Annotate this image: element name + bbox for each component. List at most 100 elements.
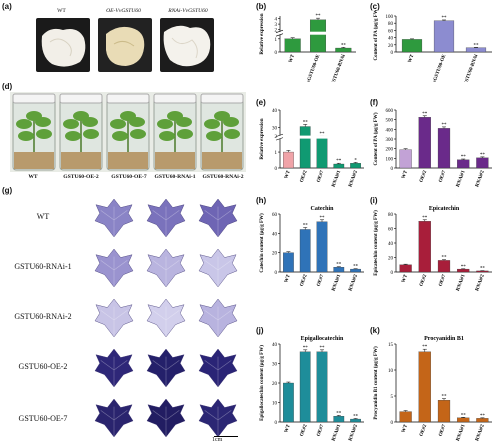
y-axis-label: Relative expression [260,118,265,159]
bar [284,38,301,53]
y-axis-label: Content of PA (μg/g FW) [374,10,379,61]
stained-leaf [94,298,134,338]
plant-leaf [206,131,222,141]
leaf-vein [100,256,128,293]
significance-mark: ** [320,216,326,221]
bar [316,351,328,423]
x-tick-label: RNAi#2 [348,170,359,188]
chart-title: Procyanidin B1 [424,336,464,342]
y-tick-label: 5 [391,395,394,400]
chart-title: Catechin [311,206,335,212]
bar [350,268,361,273]
stained-leaf [94,248,134,288]
y-tick-label: 40 [272,109,278,114]
jar-lid [200,93,244,104]
bar [335,47,352,53]
leaf-vein [204,206,232,243]
significance-mark: ** [336,263,342,268]
axis-break-gap [277,135,364,139]
chart-h-catechin: Catechin 0 20 40 60 Catechin content (μg/g FW… [260,206,364,292]
y-tick-label: 60 [388,228,394,233]
scale-bar [214,436,238,437]
y-axis-label: Content of PA (μg/g FW) [374,112,379,165]
chart-b-relative-expression: 0 1 234 Relative expression WT ** VvGSTU60-OE *… [260,13,356,82]
stained-leaf [146,248,186,288]
bar [299,126,311,169]
x-tick-label: WT [401,423,409,433]
x-tick-label: VvGSTU60-OE [431,53,447,82]
x-tick-label: RNAi#2 [475,274,486,292]
x-tick-label: WT [284,169,292,179]
callus-photo-wt [36,18,90,72]
axis-break-mark [275,33,284,37]
leaf-vein [204,256,232,293]
y-tick-label: 60 [388,29,394,34]
stained-leaf [198,248,238,288]
y-tick-label: 0 [391,271,394,276]
plant-leaf [65,131,81,141]
y-tick-label: 200 [386,148,394,153]
y-tick-label: 0 [275,167,278,172]
panel-label-k: (k) [370,326,380,335]
bar [418,221,431,273]
stained-leaf [198,198,238,238]
panel-label-c: (c) [370,2,380,11]
leaf-vein [204,356,232,393]
y-tick-label: 20 [388,44,394,49]
bar [299,229,311,273]
bar [316,135,328,169]
y-tick-label: 2 [275,29,278,34]
panel-label-b: (b) [256,2,267,11]
y-tick-label: 0 [275,421,278,426]
y-tick-label: 20 [272,252,278,257]
bar [283,252,294,273]
bar [457,159,470,169]
x-tick-label: OE#2 [419,424,428,438]
significance-mark: ** [480,414,486,419]
stained-leaf [146,398,186,438]
jar-medium [14,152,54,169]
chart-c-pa-content: 0 20 40 60 80 100 Content of PA (μg/g FW) WT ** V… [374,10,492,82]
leaf-row-label-oe7: GSTU60-OE-7 [18,414,68,423]
panel-label-d: (d) [2,82,13,91]
jar-label-oe2: GSTU60-OE-2 [63,174,99,180]
bar [309,19,327,53]
plant-leaf [159,131,175,141]
panel-label-e: (e) [256,98,266,107]
callus-photo-rnai [160,18,214,72]
jar-lid [59,93,103,104]
chart-title: Epicatechin [429,206,460,212]
leaf-vein [100,206,128,243]
axis-break-mark [275,133,284,137]
x-tick-label: OE#7 [316,170,325,184]
significance-mark: ** [474,43,480,48]
plant-leaf [167,111,183,121]
leaf-row-label-oe2: GSTU60-OE-2 [18,362,68,371]
x-tick-label: RNAi#2 [348,274,359,292]
y-tick-label: 0 [391,167,394,172]
jar-medium [61,152,101,169]
x-tick-label: RNAi#2 [475,424,486,442]
plant-leaf [157,119,173,129]
x-tick-label: OE#7 [316,424,325,438]
x-tick-label: VvGSTU60-RNAi [461,53,479,82]
x-tick-label: RNAi#1 [332,424,343,442]
jar-label-rnai1: GSTU60-RNAi-1 [154,174,196,180]
jar-lid [12,93,56,104]
stained-leaf [198,298,238,338]
bar [283,151,294,169]
plant-leaf [177,129,193,139]
significance-mark: ** [480,153,486,158]
x-tick-label: RNAi#1 [332,274,343,292]
jar-lid [153,93,197,104]
leaf-vein [152,256,180,293]
x-tick-label: WT [401,273,409,283]
panel-label-i: (i) [370,196,378,205]
significance-mark: ** [320,132,326,137]
scale-bar-label: 1cm [212,437,223,443]
plant-leaf [110,119,126,129]
significance-mark: * [354,158,357,163]
bar [399,264,412,273]
y-tick-label: 40 [272,232,278,237]
stained-leaf [146,298,186,338]
